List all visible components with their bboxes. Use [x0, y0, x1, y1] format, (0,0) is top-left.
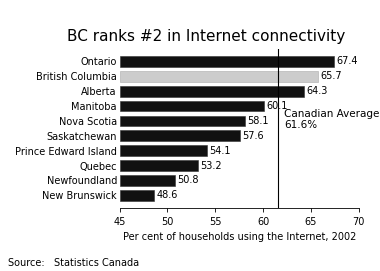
Bar	[120, 101, 264, 111]
Text: 48.6: 48.6	[157, 190, 178, 200]
Bar	[120, 116, 245, 126]
X-axis label: Per cent of households using the Internet, 2002: Per cent of households using the Interne…	[122, 233, 356, 243]
Bar	[120, 160, 198, 171]
Text: 50.8: 50.8	[177, 175, 199, 185]
Bar	[120, 86, 304, 96]
Text: 64.3: 64.3	[307, 86, 328, 96]
Bar	[120, 71, 318, 82]
Text: 57.6: 57.6	[242, 131, 264, 141]
Text: Source:   Statistics Canada: Source: Statistics Canada	[8, 258, 139, 268]
Text: 67.4: 67.4	[336, 56, 358, 66]
Bar	[120, 145, 207, 156]
Bar	[120, 56, 334, 67]
Text: 53.2: 53.2	[201, 160, 222, 170]
Bar	[120, 175, 175, 186]
Text: 54.1: 54.1	[209, 146, 231, 156]
Text: BC ranks #2 in Internet connectivity: BC ranks #2 in Internet connectivity	[67, 28, 345, 44]
Text: 58.1: 58.1	[247, 116, 269, 126]
Text: 61.6%: 61.6%	[284, 120, 317, 130]
Text: 65.7: 65.7	[320, 71, 342, 81]
Text: Canadian Average: Canadian Average	[284, 108, 380, 118]
Text: 60.1: 60.1	[266, 101, 288, 111]
Bar	[120, 190, 154, 201]
Bar	[120, 130, 240, 141]
